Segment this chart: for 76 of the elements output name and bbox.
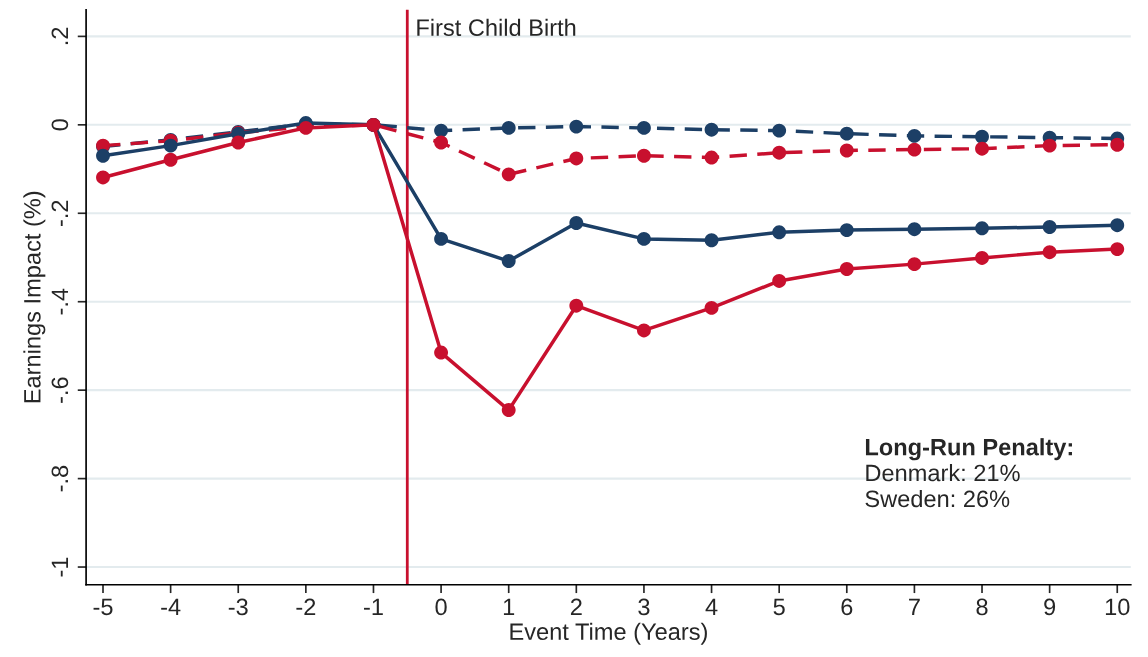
point — [975, 221, 989, 236]
point — [704, 122, 719, 137]
x-tick-label: -5 — [93, 598, 113, 616]
point — [839, 126, 854, 141]
x-tick-label: 6 — [841, 598, 853, 616]
ref-line-label: First Child Birth — [417, 18, 576, 37]
point — [839, 262, 854, 276]
x-tick-label: 0 — [435, 598, 447, 616]
x-tick-label: -1 — [364, 598, 383, 616]
y-tick-label: .2 — [51, 27, 69, 45]
y-tick-label: -.8 — [51, 465, 69, 492]
x-tick-label: 2 — [570, 598, 582, 616]
point — [772, 273, 787, 288]
point — [434, 123, 449, 138]
point — [907, 128, 922, 143]
point — [501, 167, 516, 182]
x-tick-label: -2 — [296, 598, 316, 616]
point — [569, 151, 584, 166]
y-axis-title: Earnings Impact (%) — [23, 191, 46, 403]
point — [772, 225, 787, 240]
x-axis-title: Event Time (Years) — [510, 622, 707, 645]
point — [704, 233, 719, 248]
x-tick-label: 10 — [1105, 598, 1130, 616]
x-tick-label: 8 — [976, 598, 988, 616]
point — [704, 300, 719, 315]
point — [772, 123, 787, 138]
y-tick-label: -.6 — [51, 377, 69, 403]
y-tick-label: -1 — [51, 557, 69, 577]
point — [1110, 242, 1125, 257]
point — [501, 403, 516, 417]
point — [975, 141, 989, 156]
y-tick-label: 0 — [51, 119, 69, 131]
point — [839, 223, 854, 238]
point — [569, 119, 584, 134]
point — [163, 138, 178, 153]
point — [636, 231, 651, 246]
x-tick-label: 3 — [638, 598, 650, 616]
point — [569, 216, 584, 230]
x-tick-label: -4 — [161, 598, 181, 616]
x-tick-label: 9 — [1044, 598, 1056, 616]
annotation: Denmark: 21% — [866, 464, 1020, 482]
point — [907, 222, 922, 237]
point — [907, 142, 922, 157]
point — [1042, 220, 1057, 234]
y-tick-label: -.4 — [51, 288, 69, 315]
point — [636, 148, 651, 163]
point — [434, 135, 449, 150]
x-tick-label: 7 — [909, 598, 920, 616]
point — [163, 152, 178, 167]
point — [704, 150, 719, 165]
point — [231, 135, 246, 150]
annotation: Sweden: 26% — [865, 489, 1010, 508]
point — [569, 298, 584, 313]
point — [1042, 245, 1057, 260]
point — [636, 323, 651, 338]
point — [839, 143, 854, 158]
annotation: Long-Run Penalty: — [865, 438, 1072, 461]
point — [907, 257, 922, 272]
point — [434, 345, 449, 360]
point — [1110, 137, 1125, 152]
point — [501, 254, 516, 268]
point — [636, 120, 651, 135]
point — [96, 148, 110, 163]
point — [975, 250, 989, 265]
point — [1042, 138, 1057, 153]
point — [1110, 218, 1125, 233]
point — [434, 231, 449, 246]
x-tick-label: -3 — [228, 598, 248, 616]
point — [96, 170, 110, 185]
y-tick-label: -.2 — [51, 200, 69, 226]
x-tick-label: 1 — [503, 598, 515, 616]
point — [501, 120, 516, 135]
x-tick-label: 5 — [773, 598, 785, 616]
x-tick-label: 4 — [705, 598, 718, 616]
point — [772, 145, 787, 160]
point — [975, 129, 989, 144]
